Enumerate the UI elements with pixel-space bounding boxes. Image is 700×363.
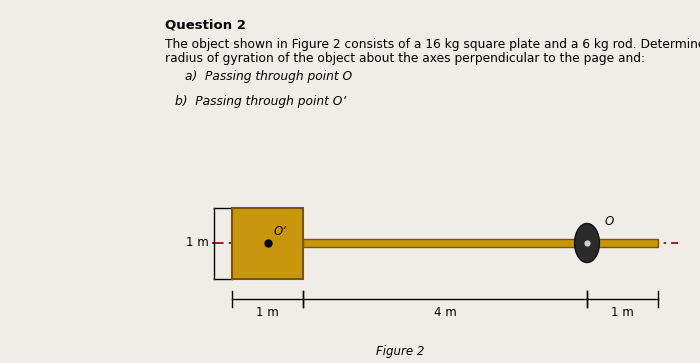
Text: 1 m: 1 m (611, 306, 634, 319)
Bar (232, 208, 303, 278)
Text: The object shown in Figure 2 consists of a 16 kg square plate and a 6 kg rod. De: The object shown in Figure 2 consists of… (165, 38, 700, 51)
Text: a)  Passing through point O: a) Passing through point O (185, 70, 352, 83)
Text: 1 m: 1 m (186, 237, 209, 249)
Text: 1 m: 1 m (256, 306, 279, 319)
Text: O’: O’ (274, 225, 286, 238)
Ellipse shape (575, 224, 599, 262)
Text: Figure 2: Figure 2 (376, 345, 424, 358)
Text: radius of gyration of the object about the axes perpendicular to the page and:: radius of gyration of the object about t… (165, 52, 645, 65)
Text: b)  Passing through point O’: b) Passing through point O’ (175, 95, 346, 108)
Text: O: O (605, 215, 615, 228)
Bar (303, 239, 658, 247)
Text: 4 m: 4 m (433, 306, 456, 319)
Text: Question 2: Question 2 (165, 18, 246, 31)
